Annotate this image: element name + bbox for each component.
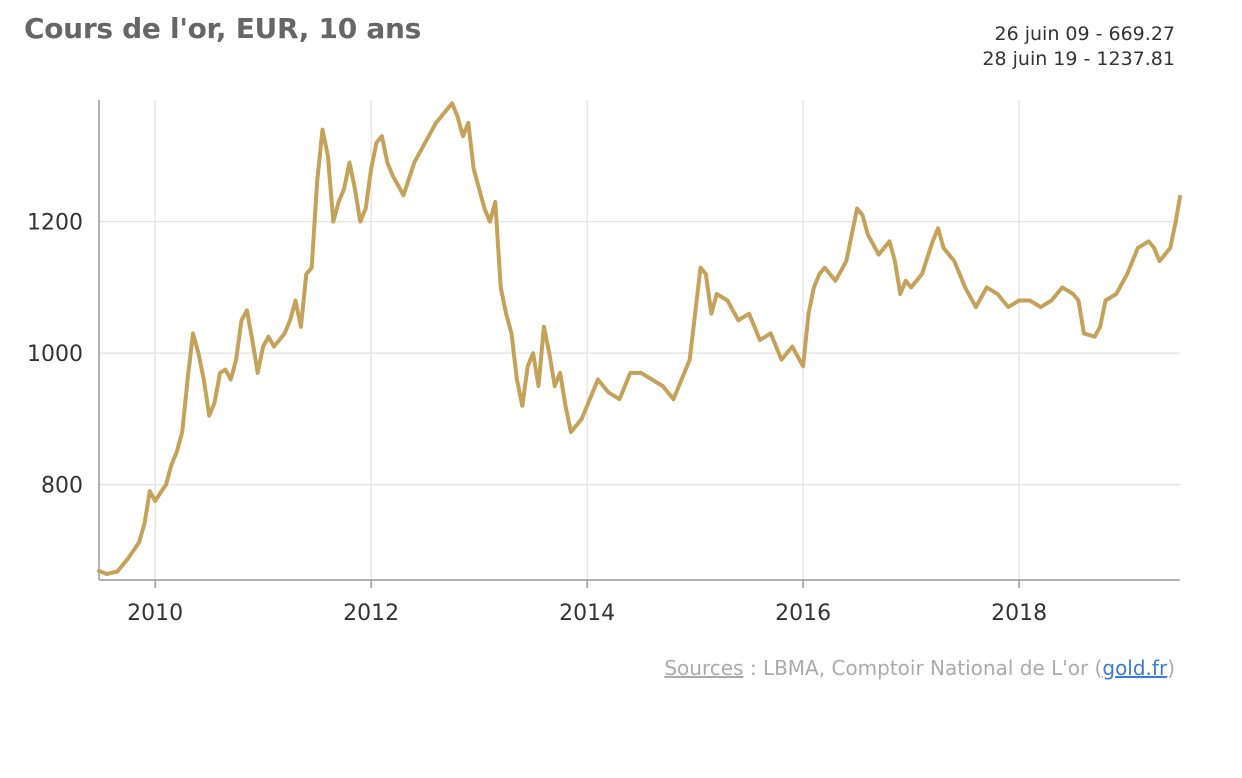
y-tick-label-1000: 1000 [27,342,83,367]
x-tick-label-2014: 2014 [559,601,615,626]
sources-close-paren: ) [1167,656,1175,680]
range-start-value: 26 juin 09 - 669.27 [994,23,1176,45]
sources-separator: : [743,656,763,680]
axis-layer: 2010 2012 2014 2016 2018 800 1000 1200 [27,100,1180,626]
gold-price-series-line [97,101,1182,577]
x-tick-label-2016: 2016 [775,601,831,626]
x-tick-label-2012: 2012 [343,601,399,626]
grid-layer [99,100,1180,580]
gold-fr-link[interactable]: gold.fr [1102,656,1168,680]
x-tick-label-2018: 2018 [991,601,1047,626]
sources-link[interactable]: Sources [664,656,744,680]
chart-title: Cours de l'or, EUR, 10 ans [24,12,421,45]
price-range-summary: 26 juin 09 - 669.27 28 juin 19 - 1237.81 [982,22,1175,72]
y-tick-label-800: 800 [41,474,83,499]
source-note: Sources : LBMA, Comptoir National de L'o… [664,656,1175,680]
range-end-value: 28 juin 19 - 1237.81 [982,48,1175,70]
series-layer [97,101,1182,577]
x-tick-label-2010: 2010 [127,601,183,626]
sources-text: LBMA, Comptoir National de L'or ( [762,656,1103,680]
y-tick-label-1200: 1200 [27,211,83,236]
